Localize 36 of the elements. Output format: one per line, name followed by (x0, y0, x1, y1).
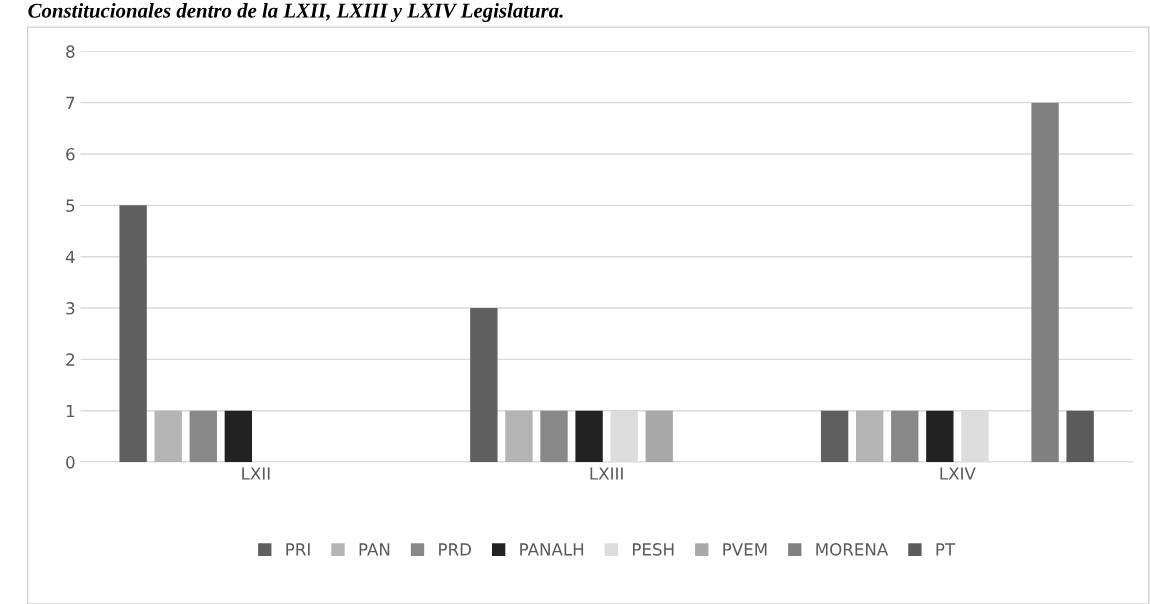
y-tick-label: 1 (66, 404, 75, 418)
y-tick-label: 6 (66, 147, 75, 161)
legend-label: PANALH (520, 543, 584, 556)
bar (224, 410, 253, 463)
x-tick-label: LXIV (940, 467, 976, 480)
legend-label: PRD (439, 543, 471, 556)
bar (856, 410, 884, 463)
bar (540, 410, 568, 463)
bar (891, 410, 919, 463)
y-tick-label: 5 (66, 199, 75, 212)
bar (505, 410, 533, 463)
y-tick-label: 4 (65, 250, 75, 264)
legend-label: PESH (633, 543, 674, 556)
bar (645, 410, 673, 463)
bar (820, 410, 849, 463)
chart-title: Constitucionales dentro de la LXII, LXIII y LXIV Legislatura. (28, 3, 563, 22)
legend-label: PVEM (723, 543, 767, 556)
x-tick-label: LXIII (590, 467, 623, 480)
legend-label: PAN (359, 543, 390, 556)
legend-label: MORENA (816, 543, 889, 556)
y-tick-label: 0 (66, 456, 75, 469)
bar (189, 410, 217, 463)
bar (575, 410, 603, 463)
bar (1066, 410, 1094, 463)
legend-label: PRI (286, 543, 310, 556)
bar (119, 205, 147, 463)
y-tick-label: 7 (66, 96, 75, 110)
bar (926, 410, 954, 463)
x-tick-label: LXII (242, 467, 270, 480)
y-tick-label: 2 (66, 353, 74, 366)
legend-label: PT (936, 543, 956, 556)
bar (1031, 102, 1059, 463)
y-tick-label: 3 (66, 302, 75, 315)
y-tick-label: 8 (66, 45, 75, 58)
bar (154, 410, 182, 463)
bar (470, 308, 498, 463)
